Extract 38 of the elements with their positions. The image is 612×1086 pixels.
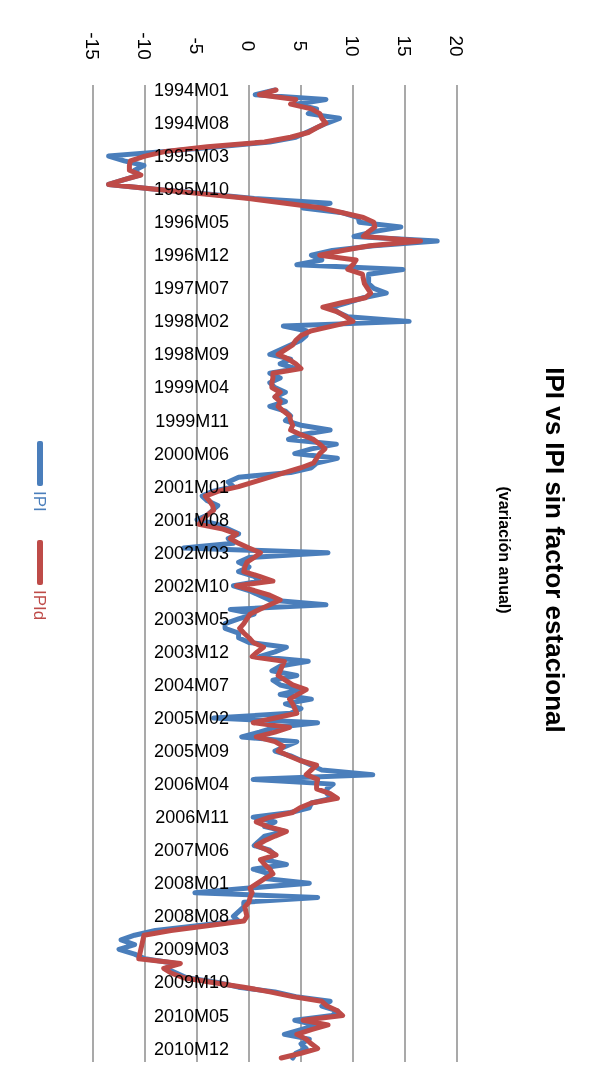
x-tick-label: 0 (238, 40, 259, 52)
text: (variación anual) (496, 486, 513, 614)
y-tick-label: 2008M08 (153, 906, 229, 927)
y-tick-label: 2003M12 (153, 641, 229, 662)
y-tick-label: 2001M01 (153, 476, 229, 497)
y-tick-label: 2005M09 (153, 741, 229, 762)
y-tick-label: 1998M02 (153, 311, 229, 332)
y-tick-label: 1997M07 (153, 278, 229, 299)
y-tick-label: 1998M09 (153, 344, 229, 365)
y-tick-label: 1999M04 (153, 377, 229, 398)
y-tick-label: 1996M12 (153, 245, 229, 266)
text: IPI (30, 491, 49, 512)
y-tick-label: 2005M02 (153, 708, 229, 729)
y-tick-label: 2009M03 (153, 939, 229, 960)
y-tick-label: 2006M11 (155, 807, 229, 828)
y-tick-label: 2008M01 (153, 873, 229, 894)
y-tick-label: 2010M12 (153, 1038, 229, 1059)
x-tick-label: 5 (290, 40, 311, 52)
y-tick-label: 2002M10 (153, 575, 229, 596)
y-tick-label: 1994M01 (153, 80, 229, 100)
y-tick-label: 2003M05 (153, 608, 229, 629)
x-tick-label: 20 (446, 35, 467, 57)
x-tick-label: -5 (186, 37, 207, 55)
y-tick-label: 2004M07 (153, 674, 229, 695)
y-tick-label: 2000M06 (153, 443, 229, 464)
x-tick-label: 10 (342, 35, 363, 57)
x-tick-label: -15 (82, 32, 103, 60)
y-tick-label: 2007M06 (153, 840, 229, 861)
y-tick-label: 1999M11 (155, 410, 229, 431)
text: IPI vs IPI sin factor estacional (540, 367, 570, 733)
y-tick-label: 1996M05 (153, 212, 229, 233)
y-tick-label: 1995M03 (153, 146, 229, 167)
text: IPId (30, 590, 49, 621)
y-tick-label: 1994M08 (153, 113, 229, 134)
y-tick-label: 2010M05 (153, 1005, 229, 1026)
y-tick-label: 2006M04 (153, 774, 229, 795)
x-tick-label: 15 (394, 35, 415, 57)
x-tick-label: -10 (134, 32, 155, 60)
